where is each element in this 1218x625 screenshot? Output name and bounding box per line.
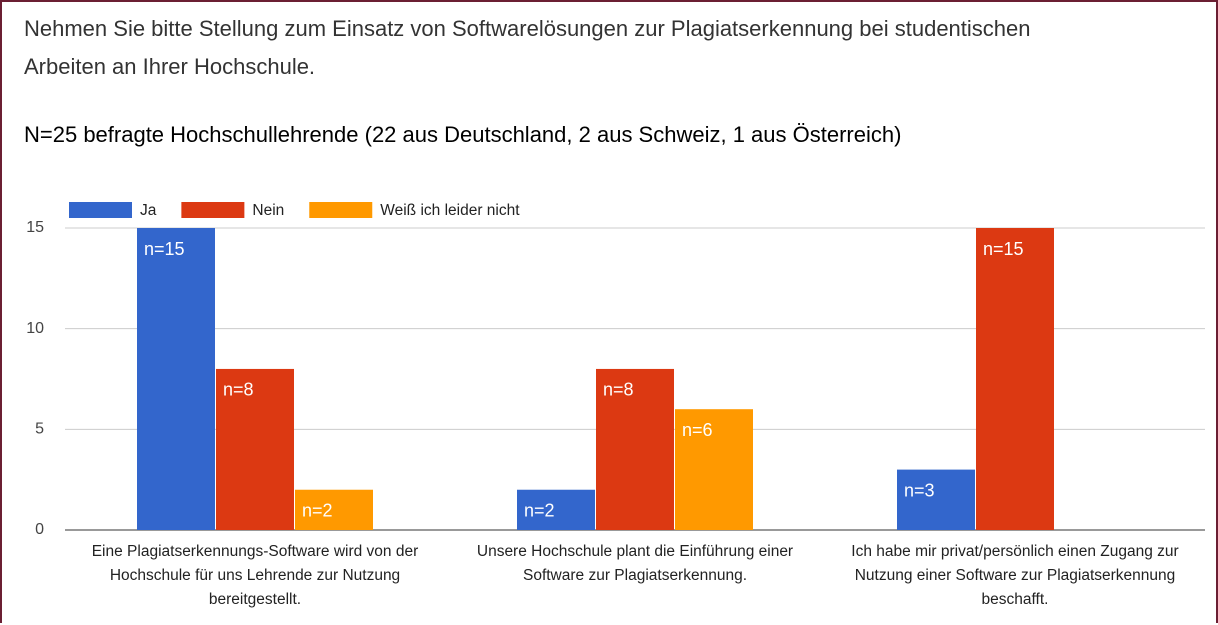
legend-label: Nein [252, 202, 284, 219]
legend-swatch [181, 202, 245, 218]
bar [517, 489, 595, 530]
bar [295, 489, 373, 530]
bar [976, 228, 1054, 530]
data-label: n=8 [223, 380, 254, 400]
data-label: n=15 [144, 239, 185, 259]
y-tick-label: 5 [35, 421, 44, 438]
data-label: n=2 [302, 500, 333, 520]
legend-swatch [69, 202, 132, 218]
legend-label: Ja [140, 202, 157, 219]
bar [596, 368, 674, 530]
legend-swatch [309, 202, 373, 218]
data-label: n=15 [983, 239, 1024, 259]
data-label: n=6 [682, 420, 713, 440]
data-label: n=3 [904, 480, 935, 500]
chart-subtitle: N=25 befragte Hochschullehrende (22 aus … [24, 122, 902, 147]
bar [137, 228, 215, 530]
data-label: n=2 [524, 500, 555, 520]
bar [216, 368, 294, 530]
legend-label: Weiß ich leider nicht [380, 202, 520, 219]
y-tick-label: 0 [35, 521, 44, 538]
x-tick-label: Ich habe mir privat/persönlich einen Zug… [851, 543, 1179, 608]
chart-title: Nehmen Sie bitte Stellung zum Einsatz vo… [24, 16, 1031, 79]
bar [675, 409, 753, 530]
bar [897, 469, 975, 530]
x-tick-label: Eine Plagiatserkennungs-Software wird vo… [91, 543, 419, 608]
y-tick-label: 15 [26, 219, 44, 236]
data-label: n=8 [603, 380, 634, 400]
x-tick-label: Unsere Hochschule plant die Einführung e… [476, 543, 794, 584]
y-tick-label: 10 [26, 320, 44, 337]
